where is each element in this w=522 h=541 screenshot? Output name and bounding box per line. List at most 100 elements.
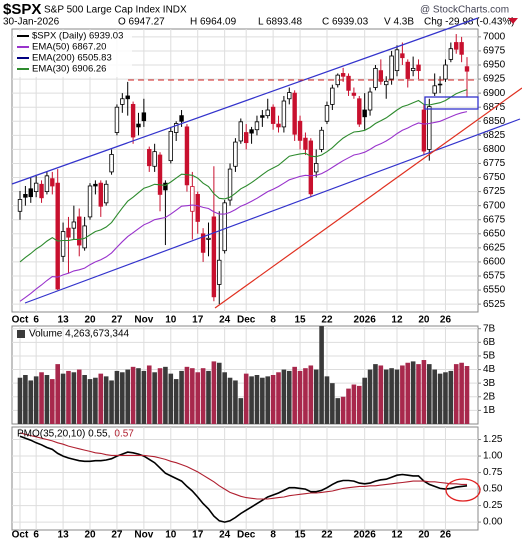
x-tick-label: 8 xyxy=(270,530,276,541)
volume-bar xyxy=(437,373,443,424)
y-tick-label: 6950 xyxy=(483,60,506,71)
x-tick-label: 24 xyxy=(219,315,231,326)
candle-body xyxy=(147,149,152,167)
x-tick-label: Nov xyxy=(134,315,153,326)
x-tick-label: 2026 xyxy=(354,315,377,326)
volume-bar xyxy=(297,370,303,424)
candle-body xyxy=(17,199,23,212)
volume-bar xyxy=(173,379,179,424)
volume-bar xyxy=(200,368,206,424)
candle-body xyxy=(314,163,319,173)
x-tick-label: 17 xyxy=(192,315,204,326)
y-tick-label: 6625 xyxy=(483,243,506,254)
volume-bar xyxy=(276,372,281,424)
candle-body xyxy=(357,98,362,125)
volume-bar xyxy=(103,376,109,424)
volume-bar xyxy=(313,369,319,424)
y-tick-label: 3B xyxy=(483,378,496,389)
y-tick-label: 0.75 xyxy=(483,467,503,478)
candle-body xyxy=(125,95,130,100)
y-tick-label: 6925 xyxy=(483,74,506,85)
volume-bar xyxy=(410,361,416,424)
volume-bar xyxy=(238,398,244,424)
line xyxy=(19,111,468,302)
candle-body xyxy=(157,154,163,195)
candle-body xyxy=(384,80,389,86)
candle-body xyxy=(211,216,217,298)
legend-label: EMA(200) 6505.83 xyxy=(32,53,112,64)
volume-bar xyxy=(443,372,448,424)
volume-bar xyxy=(60,373,66,424)
symbol: $SPX xyxy=(3,1,41,18)
open: O 6947.27 xyxy=(118,17,165,28)
candle-body xyxy=(71,221,77,229)
volume-bar xyxy=(270,375,276,424)
plot-area xyxy=(17,34,470,305)
candle-body xyxy=(222,202,227,252)
y-tick-label: 5B xyxy=(483,351,496,362)
x-tick-label: Oct xyxy=(12,315,29,326)
legend-label: 0.57 xyxy=(114,429,134,440)
x-tick-label: 13 xyxy=(58,315,70,326)
y-tick-label: 6675 xyxy=(483,214,506,225)
candle-body xyxy=(400,53,405,59)
candle-body xyxy=(195,194,200,222)
channel-upper xyxy=(11,17,479,185)
y-tick-label: 6600 xyxy=(483,257,506,268)
y-tick-label: 0.00 xyxy=(483,517,503,528)
volume-bar xyxy=(335,398,341,424)
candle-body xyxy=(276,123,281,128)
candle-body xyxy=(464,66,470,72)
line xyxy=(19,89,468,263)
volume-bar xyxy=(416,364,421,424)
volume-bar xyxy=(184,366,190,424)
candle-body xyxy=(103,183,109,204)
candle-body xyxy=(346,75,351,91)
candle-body xyxy=(163,182,168,191)
x-tick-label: Nov xyxy=(134,530,153,541)
volume-bar xyxy=(394,369,400,424)
volume-bar xyxy=(265,376,271,424)
y-tick-label: 4B xyxy=(483,364,496,375)
volume-bar xyxy=(303,368,308,424)
candle-body xyxy=(98,182,103,207)
candle-body xyxy=(260,115,265,118)
x-tick-label: 27 xyxy=(111,315,123,326)
candle-body xyxy=(254,121,260,131)
y-tick-label: 1.25 xyxy=(483,434,503,445)
volume-bar xyxy=(141,370,147,424)
candle-body xyxy=(319,129,324,150)
volume-bar xyxy=(23,375,28,424)
volume-bar xyxy=(93,377,98,424)
legend-label: $SPX (Daily) 6939.03 xyxy=(32,31,123,42)
y-tick-label: 7B xyxy=(483,323,496,334)
y-tick-label: 0.50 xyxy=(483,484,503,495)
candle-body xyxy=(330,87,335,105)
x-tick-label: 22 xyxy=(321,315,333,326)
volume-bar xyxy=(281,369,287,424)
volume-bar xyxy=(351,384,357,424)
y-tick-label: 2B xyxy=(483,391,496,402)
candle-body xyxy=(227,168,233,201)
volume-bar xyxy=(378,365,384,424)
y-tick-label: 6725 xyxy=(483,186,506,197)
volume-bar xyxy=(319,326,324,424)
candle-body xyxy=(297,120,303,141)
x-tick-label: 24 xyxy=(219,530,231,541)
candle-body xyxy=(410,67,416,72)
candle-body xyxy=(362,109,367,118)
candle-body xyxy=(114,106,120,133)
volume-bar xyxy=(233,380,238,424)
volume-bar xyxy=(254,375,260,424)
legend-label: EMA(30) 6906.26 xyxy=(32,64,106,75)
volume-bar xyxy=(459,362,464,424)
y-tick-label: 6750 xyxy=(483,172,506,183)
volume: V 4.3B xyxy=(384,17,414,28)
plot-layer: 6525 6550 6575 6600 6625 6650 6675 6700 6725 6750… xyxy=(11,28,506,541)
candle-body xyxy=(437,83,443,86)
volume-bar xyxy=(292,366,297,424)
volume-bar xyxy=(76,369,82,424)
volume-bar xyxy=(405,362,411,424)
volume-bar xyxy=(383,369,389,424)
